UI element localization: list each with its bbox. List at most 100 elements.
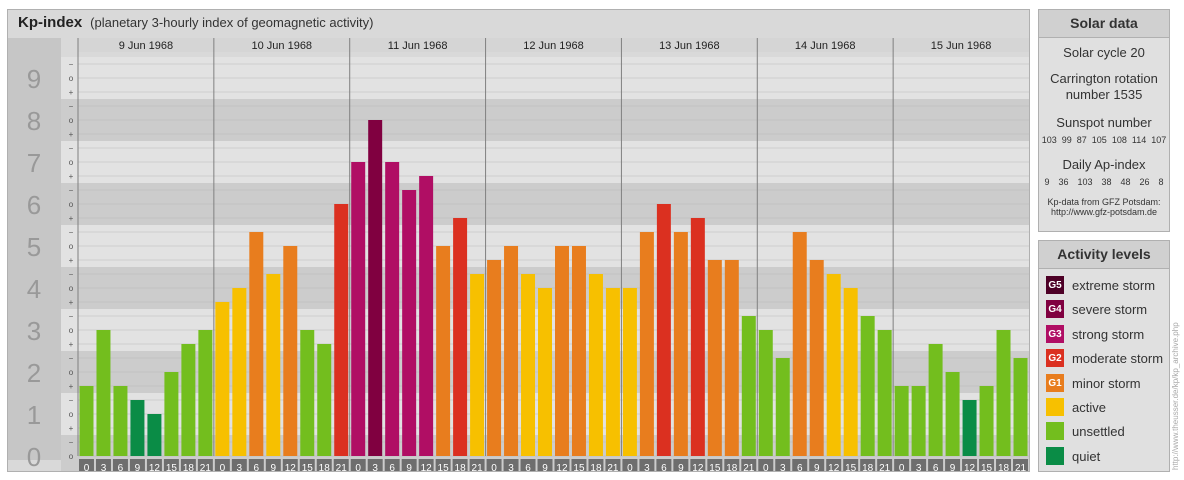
legend-label: unsettled — [1072, 423, 1125, 439]
y-minor-label: − — [69, 60, 74, 69]
kp-bar — [979, 385, 994, 456]
hour-label-cell — [656, 459, 672, 471]
y-minor-label: + — [69, 424, 74, 433]
hour-label-cell — [452, 459, 468, 471]
source-line2[interactable]: http://www.gfz-potsdam.de — [1050, 207, 1158, 217]
kp-bar — [928, 343, 943, 456]
hour-label-start: 9 — [678, 463, 684, 471]
hour-label-cell — [571, 459, 587, 471]
carrington-line2: number 1535 — [1065, 87, 1143, 102]
hour-label-start: 12 — [285, 463, 297, 471]
legend-swatch-g2: G2 — [1046, 349, 1064, 367]
hour-label-cell — [401, 459, 417, 471]
watermark-url: http://www.theusser.de/kp/kp_archive.php — [1171, 322, 1180, 470]
source-line1: Kp-data from GFZ Potsdam: — [1047, 197, 1161, 207]
y-minor-label: + — [69, 172, 74, 181]
hour-label-start: 6 — [525, 463, 531, 471]
kp-bar — [96, 330, 111, 456]
hour-label-cell — [826, 459, 842, 471]
hour-label-cell — [996, 459, 1012, 471]
hour-label-start: 9 — [135, 463, 141, 471]
hour-label-start: 9 — [271, 463, 277, 471]
hour-label-cell — [333, 459, 349, 471]
hour-label-cell — [690, 459, 706, 471]
kp-bar — [283, 246, 298, 456]
kp-bar — [860, 316, 875, 456]
kp-bar — [181, 343, 196, 456]
kp-bar — [113, 385, 128, 456]
hour-label-cell — [129, 459, 145, 471]
y-tick-label: 6 — [27, 190, 41, 220]
hour-label-start: 21 — [879, 463, 891, 471]
solar-data-title: Solar data — [1039, 10, 1169, 38]
hour-label-cell — [843, 459, 859, 471]
y-tick-label: 7 — [27, 148, 41, 178]
hour-label-cell — [724, 459, 740, 471]
hour-label-cell — [231, 459, 247, 471]
sunspot-values: 103 99 87 105 108 114 107 — [1039, 135, 1169, 145]
hour-label-start: 9 — [950, 463, 956, 471]
kp-chart: 0123456789o−+o−+o−+o−+o−+o−+o−+o−+o−+o−9… — [8, 38, 1029, 471]
kp-bar — [741, 316, 756, 456]
hour-label-cell — [469, 459, 485, 471]
kp-bar — [215, 301, 230, 456]
hour-label-start: 0 — [763, 463, 769, 471]
y-minor-label: − — [69, 270, 74, 279]
kp-bar — [249, 232, 264, 456]
hour-label-cell — [520, 459, 536, 471]
kp-bar — [334, 204, 349, 456]
kp-bar — [198, 330, 213, 456]
hour-label-cell — [248, 459, 264, 471]
hour-label-cell — [860, 459, 876, 471]
legend-item-active: active — [1046, 397, 1106, 417]
hour-label-cell — [979, 459, 995, 471]
hour-label-start: 6 — [254, 463, 260, 471]
ap-title: Daily Ap-index — [1062, 157, 1146, 172]
sunspot-value: 114 — [1131, 135, 1147, 145]
hour-label-cell — [384, 459, 400, 471]
hour-label-cell — [894, 459, 910, 471]
kp-bar — [962, 400, 977, 456]
kp-bar — [673, 232, 688, 456]
hour-label-cell — [758, 459, 774, 471]
hour-label-start: 6 — [661, 463, 667, 471]
hour-label-cell — [945, 459, 961, 471]
kp-bar — [164, 372, 179, 456]
kp-bar — [266, 274, 281, 456]
hour-label-cell — [877, 459, 893, 471]
kp-bar — [622, 288, 637, 456]
kp-bar — [385, 162, 400, 456]
legend-swatch-quiet — [1046, 447, 1064, 465]
y-minor-label: − — [69, 396, 74, 405]
hour-label-start: 3 — [101, 463, 107, 471]
kp-bar — [775, 358, 790, 456]
hour-label-cell — [418, 459, 434, 471]
hour-label-start: 0 — [899, 463, 905, 471]
kp-bar — [724, 259, 739, 456]
y-tick-label: 8 — [27, 106, 41, 136]
sunspot-value: 99 — [1061, 135, 1072, 145]
y-minor-label: − — [69, 228, 74, 237]
sunspot-title: Sunspot number — [1056, 115, 1152, 130]
hour-label-start: 18 — [726, 463, 738, 471]
ap-value: 26 — [1139, 177, 1150, 187]
hour-label-start: 12 — [964, 463, 976, 471]
kp-bar — [232, 288, 247, 456]
hour-label-start: 9 — [406, 463, 412, 471]
kp-bar — [809, 259, 824, 456]
hour-label-start: 18 — [862, 463, 874, 471]
solar-cycle: Solar cycle 20 — [1063, 45, 1145, 60]
hour-label-cell — [911, 459, 927, 471]
hour-label-cell — [112, 459, 128, 471]
chart-title: Kp-index (planetary 3-hourly index of geo… — [18, 14, 373, 31]
hour-label-cell — [435, 459, 451, 471]
hour-label-start: 15 — [845, 463, 857, 471]
hour-label-cell — [163, 459, 179, 471]
y-tick-label: 3 — [27, 316, 41, 346]
kp-bar — [894, 385, 909, 456]
hour-label-start: 21 — [200, 463, 212, 471]
chart-subtitle: (planetary 3-hourly index of geomagnetic… — [90, 15, 374, 30]
day-label: 12 Jun 1968 — [523, 40, 584, 52]
y-minor-label: o — [69, 284, 74, 293]
hour-label-start: 15 — [438, 463, 450, 471]
